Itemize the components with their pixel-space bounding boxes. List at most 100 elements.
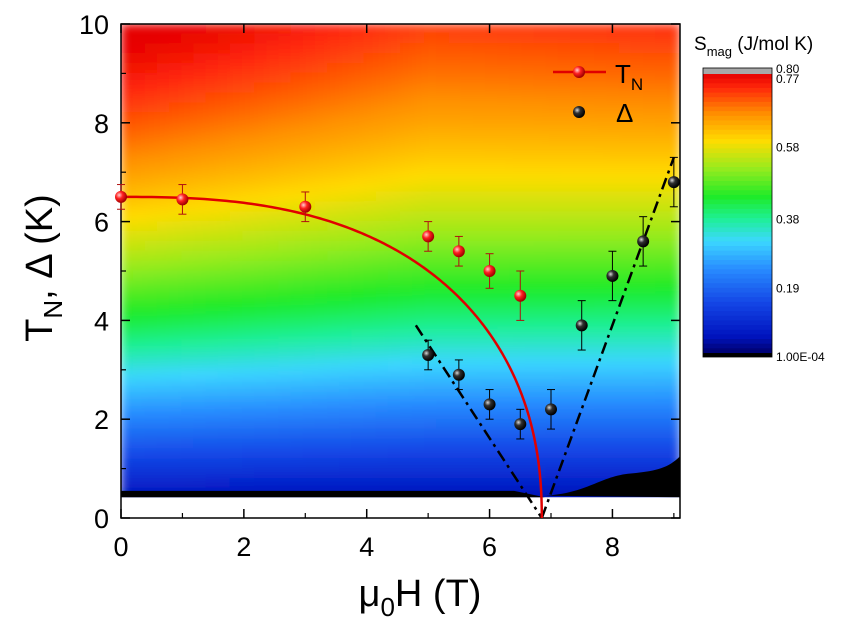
legend: TN Δ xyxy=(553,59,643,128)
tn-point xyxy=(422,230,435,243)
colorbar-bottom-band xyxy=(703,353,772,357)
tn-point xyxy=(514,289,527,302)
colorbar-title: Smag (J/mol K) xyxy=(694,34,813,59)
colorbar-band xyxy=(703,153,772,159)
error-bars xyxy=(117,156,678,440)
colorbar: Smag (J/mol K) 0.800.77 0.58 0.38 0.19 1.00E… xyxy=(694,34,825,364)
x-tick-label: 2 xyxy=(236,532,251,562)
tn-fit-curve xyxy=(121,195,544,518)
colorbar-band xyxy=(703,139,772,145)
colorbar-band xyxy=(703,185,772,191)
colorbar-band xyxy=(703,348,772,354)
colorbar-tick-label: 0.58 xyxy=(776,140,800,154)
colorbar-band xyxy=(703,176,772,182)
x-axis-title: μ0H (T) xyxy=(359,573,482,622)
heatmap-empty-strip xyxy=(121,497,680,518)
colorbar-band xyxy=(703,92,772,98)
colorbar-tick-label: 0.19 xyxy=(776,281,800,295)
guide-lines xyxy=(414,156,676,518)
x-tick-label: 8 xyxy=(605,532,620,562)
delta-point xyxy=(422,348,435,361)
delta-point xyxy=(667,176,680,189)
delta-point xyxy=(637,235,650,248)
heatmap-low-band-right xyxy=(544,456,680,498)
colorbar-band xyxy=(703,278,772,284)
legend-tn-label: TN xyxy=(615,59,643,94)
tn-point xyxy=(299,200,312,213)
delta-point xyxy=(483,398,496,411)
colorbar-band xyxy=(703,190,772,196)
colorbar-band xyxy=(703,241,772,247)
colorbar-band xyxy=(703,311,772,317)
y-tick-label: 4 xyxy=(94,306,109,336)
tn-point xyxy=(176,193,189,206)
colorbar-band xyxy=(703,269,772,275)
colorbar-tick-label: 0.80 xyxy=(776,62,800,76)
colorbar-frame xyxy=(702,67,773,358)
tn-point xyxy=(483,265,496,277)
tn-point xyxy=(115,190,127,203)
colorbar-band xyxy=(703,260,772,266)
colorbar-band xyxy=(703,97,772,103)
colorbar-band xyxy=(703,329,772,335)
colorbar-band xyxy=(703,167,772,173)
y-tick-label: 2 xyxy=(94,405,109,435)
colorbar-band xyxy=(703,171,772,177)
colorbar-top-band xyxy=(703,68,772,74)
colorbar-band xyxy=(703,125,772,131)
colorbar-tick-label: 1.00E-04 xyxy=(776,350,825,364)
colorbar-band xyxy=(703,315,772,322)
colorbar-band xyxy=(703,334,772,340)
colorbar-band xyxy=(703,246,772,252)
colorbar-band xyxy=(703,87,772,94)
x-tick-label: 6 xyxy=(482,532,497,562)
delta-point xyxy=(545,403,557,416)
heatmap xyxy=(121,24,680,518)
colorbar-band xyxy=(703,301,772,308)
colorbar-band xyxy=(703,273,772,280)
y-tick-label: 0 xyxy=(94,504,109,534)
colorbar-band xyxy=(703,78,772,84)
colorbar-band xyxy=(703,101,772,108)
colorbar-band xyxy=(703,213,772,219)
tn-point xyxy=(452,245,465,258)
colorbar-band xyxy=(703,148,772,154)
colorbar-band xyxy=(703,287,772,294)
colorbar-band xyxy=(703,325,772,331)
colorbar-band xyxy=(703,143,772,149)
colorbar-band xyxy=(703,218,772,224)
colorbar-band xyxy=(703,227,772,233)
y-axis: 0 2 4 6 8 10 xyxy=(79,10,680,534)
delta-point xyxy=(452,368,465,381)
colorbar-band xyxy=(703,157,772,163)
colorbar-band xyxy=(703,232,772,238)
x-tick-label: 0 xyxy=(113,532,128,562)
colorbar-band xyxy=(703,162,772,168)
y-tick-label: 10 xyxy=(79,10,109,40)
colorbar-band xyxy=(703,222,772,229)
delta-point xyxy=(575,319,588,332)
colorbar-band xyxy=(703,134,772,140)
legend-delta-label: Δ xyxy=(616,98,633,128)
colorbar-band xyxy=(703,250,772,256)
colorbar-band xyxy=(703,199,772,205)
colorbar-band xyxy=(703,236,772,242)
delta-point xyxy=(606,269,619,282)
colorbar-band xyxy=(703,111,772,117)
colorbar-band xyxy=(703,83,772,89)
y-tick-label: 8 xyxy=(94,109,109,139)
delta-point xyxy=(514,418,527,431)
colorbar-band xyxy=(703,339,772,345)
colorbar-band xyxy=(703,343,772,349)
legend-delta-marker xyxy=(573,106,585,118)
colorbar-band xyxy=(703,292,772,298)
y-axis-title: TN, Δ (K) xyxy=(19,194,68,342)
colorbar-tick-label: 0.77 xyxy=(776,72,800,86)
colorbar-band xyxy=(703,255,772,261)
colorbar-band xyxy=(703,106,772,112)
guide-line xyxy=(540,156,676,518)
x-tick-label: 4 xyxy=(359,532,374,562)
colorbar-band xyxy=(703,208,772,215)
colorbar-band xyxy=(703,194,772,201)
